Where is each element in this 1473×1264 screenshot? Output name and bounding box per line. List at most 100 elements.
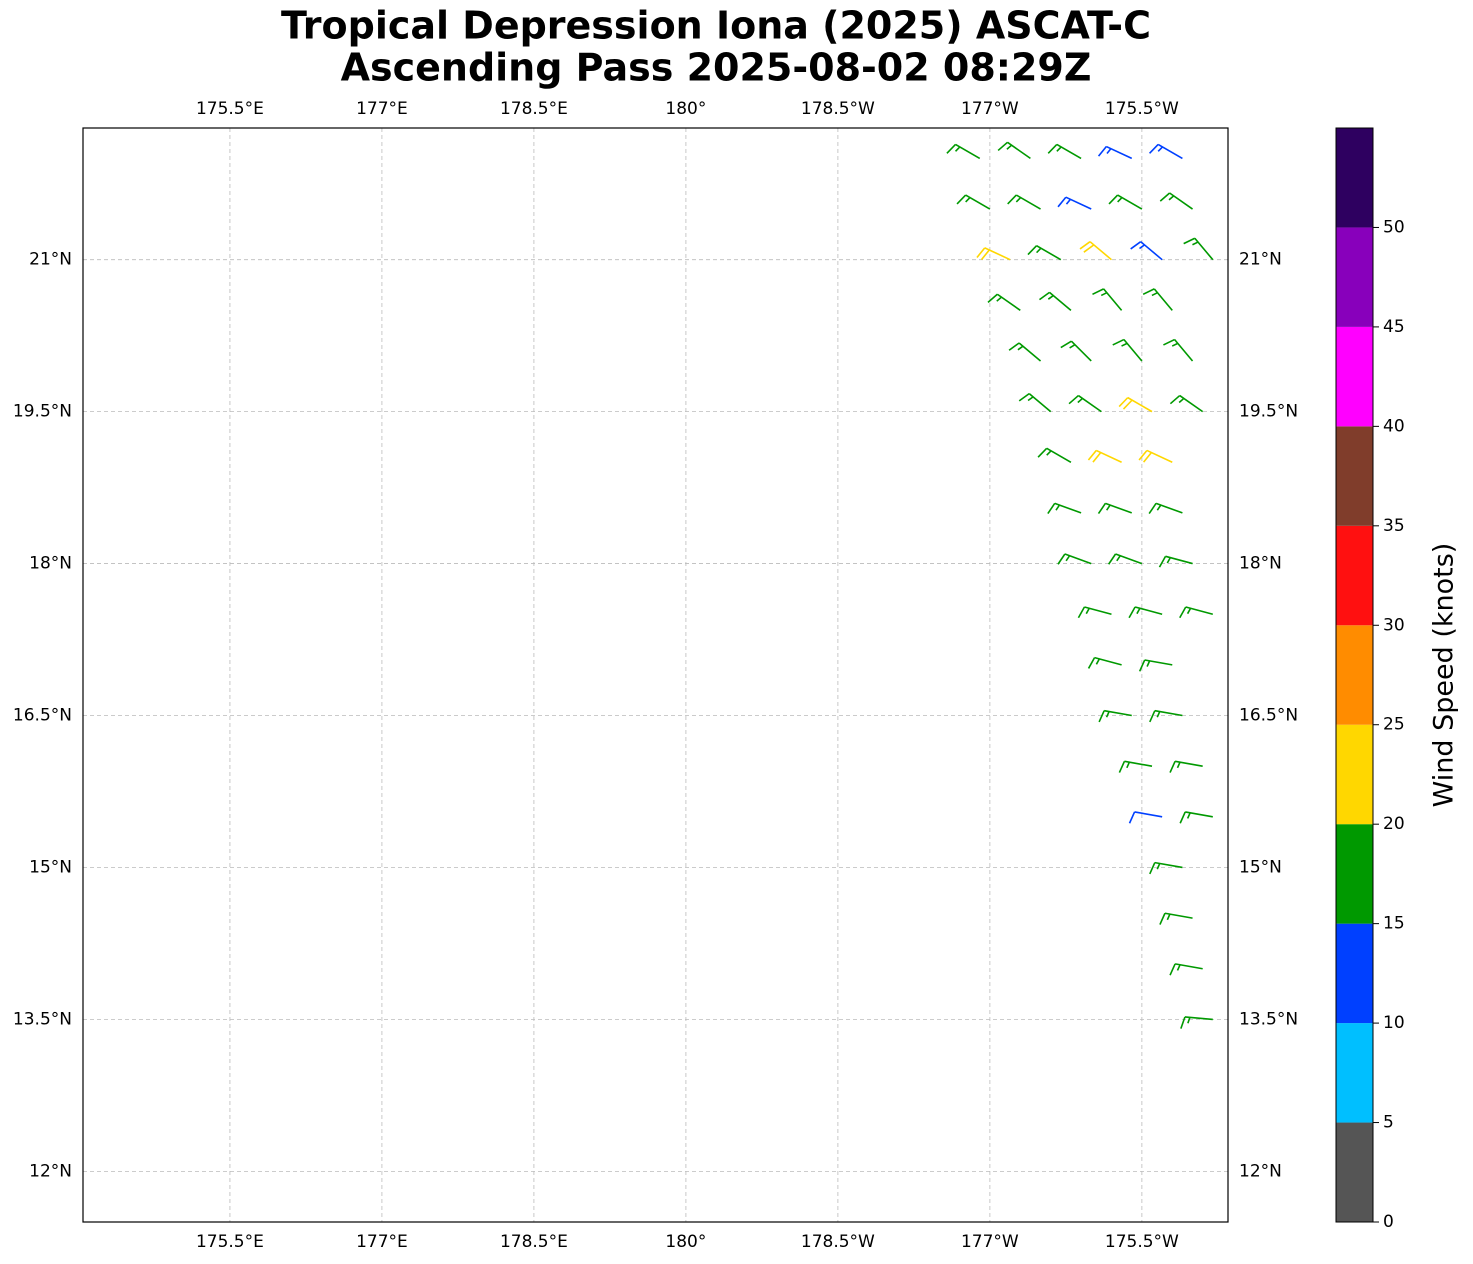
title-line-2: Ascending Pass 2025-08-02 08:29Z — [341, 46, 1092, 90]
barb-half — [954, 146, 961, 152]
colorbar-tick-label: 40 — [1383, 416, 1405, 436]
barb-full — [1060, 340, 1072, 349]
barb-full — [1007, 194, 1017, 205]
wind-barb — [1047, 143, 1082, 160]
barb-half — [1121, 342, 1128, 347]
wind-barb — [1183, 237, 1214, 261]
wind-barb — [956, 194, 991, 210]
wind-barb — [1149, 709, 1183, 723]
barbs — [946, 141, 1214, 1029]
barb-half — [1146, 660, 1151, 667]
x-tick-label-top: 178.5°W — [801, 99, 875, 119]
y-tick-label-left: 16.5°N — [13, 706, 72, 726]
barb-full — [1122, 399, 1133, 410]
barb-half — [1055, 504, 1061, 511]
barb-half — [1126, 761, 1131, 769]
y-tick-label-left: 15°N — [29, 857, 72, 877]
x-tick-label-bottom: 175.5°E — [196, 1232, 264, 1252]
barb-full — [1068, 394, 1079, 405]
barb-full — [1159, 192, 1171, 202]
wind-barb — [1097, 145, 1133, 160]
barb-half — [1036, 247, 1042, 254]
colorbar-tick-label: 35 — [1383, 516, 1405, 536]
wind-barb — [1159, 192, 1193, 210]
y-tick-label-left: 12°N — [29, 1161, 72, 1181]
wind-barb — [1148, 143, 1183, 160]
x-tick-label-bottom: 180° — [665, 1232, 706, 1252]
barb-full — [1107, 553, 1117, 565]
wind-barb — [1068, 394, 1102, 413]
wind-barb — [946, 143, 981, 160]
barb-full — [1179, 606, 1187, 619]
wind-barb — [1128, 811, 1163, 824]
wind-barb — [1097, 502, 1133, 515]
wind-barb — [1057, 553, 1092, 565]
barb-half — [1105, 711, 1110, 718]
barb-full — [1057, 553, 1066, 565]
colorbar-segment — [1336, 326, 1373, 427]
barb-full — [1008, 342, 1020, 351]
barb-half — [1136, 607, 1141, 615]
wind-barb — [1108, 194, 1143, 210]
wind-barb — [997, 141, 1031, 160]
wind-barb — [1138, 659, 1173, 672]
x-tick-label-bottom: 177°E — [356, 1232, 408, 1252]
barb-half — [1069, 344, 1076, 349]
barb-half — [1006, 144, 1013, 150]
barb-half — [1065, 198, 1071, 205]
colorbar-tick-label: 15 — [1383, 914, 1405, 934]
barb-full — [1169, 760, 1176, 773]
barb-full — [1138, 659, 1146, 672]
barb-half — [1139, 244, 1145, 250]
barb-full — [1130, 241, 1142, 250]
wind-barb — [1039, 291, 1072, 311]
barb-half — [1192, 241, 1199, 246]
barb-half — [1168, 195, 1175, 201]
x-tick-label-top: 175.5°W — [1105, 99, 1179, 119]
barb-full — [956, 194, 967, 205]
barb-full — [1083, 244, 1095, 253]
wind-barb — [1092, 288, 1123, 311]
barb-full — [1112, 338, 1125, 346]
wind-barb — [976, 247, 1011, 261]
wind-barb — [1169, 394, 1204, 413]
x-tick-label-top: 180° — [665, 99, 706, 119]
wind-barb — [1037, 447, 1072, 463]
wind-barb — [1112, 338, 1143, 362]
wind-barb — [1027, 244, 1062, 261]
barb-half — [1156, 711, 1161, 718]
barb-half — [1166, 557, 1172, 564]
colorbar-tick-label: 25 — [1383, 715, 1405, 735]
colorbar-frame — [1335, 127, 1374, 1223]
barb-full — [1027, 245, 1038, 256]
barb-half — [1116, 555, 1121, 562]
wind-barb — [1128, 606, 1163, 619]
colorbar-segment — [1336, 625, 1373, 725]
barb-half — [1027, 396, 1034, 402]
colorbar-tick-label: 0 — [1383, 1212, 1394, 1232]
barb-half — [1117, 196, 1123, 203]
x-tick-label-top: 178.5°E — [500, 99, 568, 119]
wind-barb — [1169, 760, 1203, 773]
wind-barb — [1149, 861, 1183, 875]
x-tick-label-top: 177°E — [356, 99, 408, 119]
colorbar-tick-label: 5 — [1383, 1113, 1394, 1133]
barb-half — [1176, 964, 1181, 971]
x-tick-label-top: 177°W — [961, 99, 1019, 119]
barb-full — [946, 143, 957, 154]
colorbar-tick-label: 45 — [1383, 317, 1405, 337]
barb-half — [1178, 397, 1185, 404]
wind-barb — [1087, 449, 1122, 464]
barb-half — [1046, 450, 1052, 456]
barb-full — [976, 247, 986, 258]
barb-full — [987, 293, 998, 303]
barb-full — [1169, 394, 1181, 405]
wind-barb — [1018, 392, 1052, 413]
wind-barb — [1057, 196, 1092, 210]
y-tick-label-right: 18°N — [1239, 554, 1282, 574]
barb-full — [1143, 452, 1153, 463]
barb-full — [1118, 760, 1126, 773]
colorbar-segment — [1336, 824, 1373, 924]
wind-barb — [1159, 912, 1193, 925]
